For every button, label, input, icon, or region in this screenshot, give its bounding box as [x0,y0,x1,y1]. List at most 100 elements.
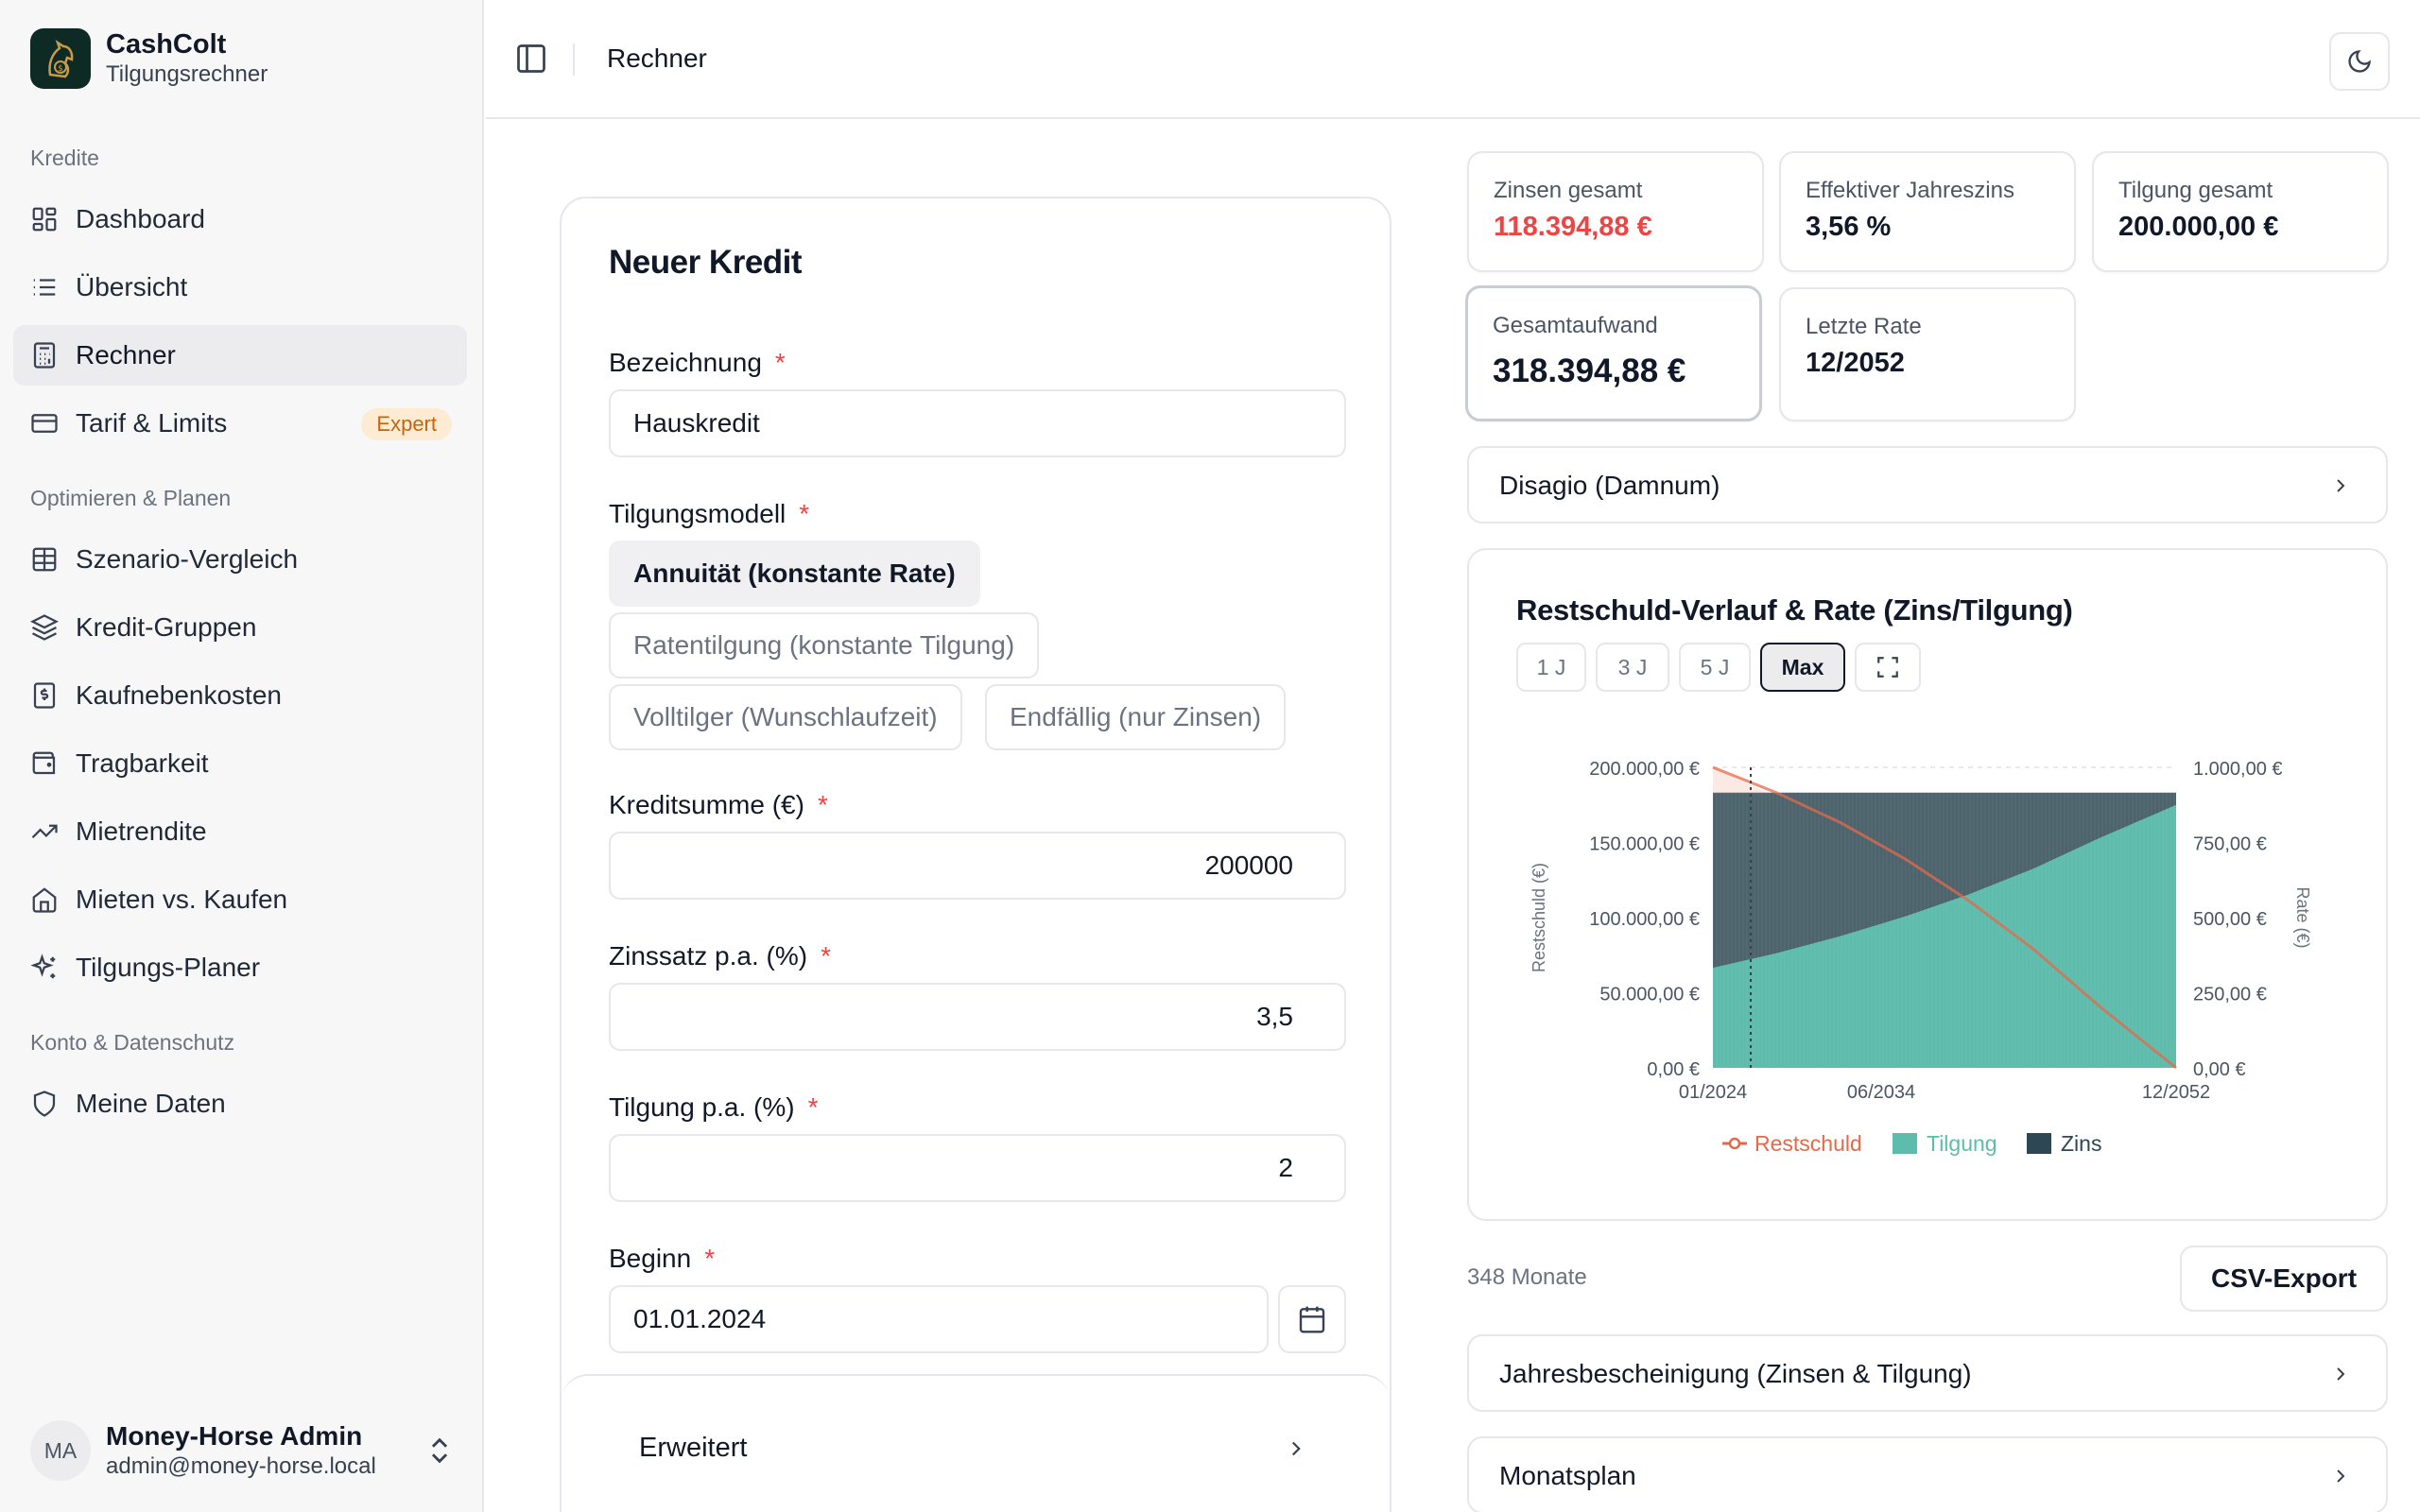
moon-icon [2348,50,2371,73]
legend-label-restschuld: Restschuld [1754,1131,1862,1156]
range-3j-button[interactable]: 3 J [1596,643,1669,692]
option-ratentilgung[interactable]: Ratentilgung (konstante Tilgung) [609,612,1040,679]
sidebar-item-label: Dashboard [76,204,205,233]
sidebar-item-label: Szenario-Vergleich [76,544,299,574]
stat-value: 12/2052 [1806,348,1905,378]
top-header: Rechner [486,0,2420,119]
x-tick-label: 01/2024 [1679,1082,1747,1103]
jahresbescheinigung-collapsible[interactable]: Jahresbescheinigung (Zinsen & Tilgung) [1467,1334,2388,1412]
y-right-tick-label: 0,00 € [2193,1059,2246,1080]
restschuld-start-fill [1713,767,1770,794]
sidebar-item-rechner[interactable]: Rechner [13,325,467,386]
user-email: admin@money-horse.local [106,1453,376,1479]
y-left-tick-label: 100.000,00 € [1589,909,1700,930]
bezeichnung-input[interactable]: Hauskredit [609,389,1346,457]
zinssatz-label: Zinssatz p.a. (%) * [609,941,831,971]
sidebar-item-label: Tragbarkeit [76,748,209,778]
sidebar-item-label: Mieten vs. Kaufen [76,885,288,914]
chevron-right-icon [2337,479,2345,492]
option-annuitaet[interactable]: Annuität (konstante Rate) [609,541,980,607]
date-picker-button[interactable] [1278,1285,1346,1353]
table-icon [32,547,57,572]
legend-swatch-tilgung [1893,1133,1917,1154]
stat-value: 118.394,88 € [1494,212,1652,242]
advanced-section[interactable]: Erweitert [562,1374,1390,1512]
disagio-collapsible[interactable]: Disagio (Damnum) [1467,446,2388,524]
tilgung-input[interactable]: 2 [609,1134,1346,1202]
required-mark: * [807,1092,819,1122]
horse-logo-icon: $ [30,28,91,89]
home-icon [32,887,57,913]
fullscreen-button[interactable] [1855,643,1921,692]
layers-icon [30,614,59,641]
trending-up-icon [31,824,58,839]
shield-icon [33,1091,56,1117]
advanced-label: Erweitert [639,1433,748,1463]
brand-name: CashColt [106,29,227,60]
legend-label-zins: Zins [2061,1131,2101,1156]
expert-badge: Expert [361,408,452,440]
sidebar-item-tarif[interactable]: Tarif & Limits Expert [13,393,467,454]
option-endfaellig[interactable]: Endfällig (nur Zinsen) [985,684,1287,750]
zinssatz-input[interactable]: 3,5 [609,983,1346,1051]
brand[interactable]: $ CashColt Tilgungsrechner [30,28,268,89]
monatsplan-collapsible[interactable]: Monatsplan [1467,1436,2388,1512]
monatsplan-label: Monatsplan [1499,1461,1636,1490]
sidebar-item-szenario[interactable]: Szenario-Vergleich [13,529,467,590]
nav-group-optimieren: Optimieren & Planen [30,486,232,510]
theme-toggle-button[interactable] [2329,32,2390,91]
restschuld-chart: 200.000,00 € 150.000,00 € 100.000,00 € 50.0… [1530,759,2312,1156]
range-5j-button[interactable]: 5 J [1679,643,1751,692]
required-mark: * [817,790,828,819]
sidebar-item-mietrendite[interactable]: Mietrendite [13,801,467,862]
sidebar-item-kaufnebenkosten[interactable]: Kaufnebenkosten [13,665,467,726]
new-credit-form: Neuer Kredit Bezeichnung * Hauskredit Til… [560,197,1392,1512]
svg-text:$: $ [58,64,63,74]
y-right-tick-label: 500,00 € [2193,909,2267,930]
y-left-tick-label: 0,00 € [1647,1059,1700,1080]
sidebar-item-label: Meine Daten [76,1089,226,1118]
sidebar-item-meine-daten[interactable]: Meine Daten [13,1074,467,1134]
chart-card: Restschuld-Verlauf & Rate (Zins/Tilgung)… [1467,548,2388,1221]
y-left-tick-label: 150.000,00 € [1589,834,1700,855]
sidebar-item-mieten-kaufen[interactable]: Mieten vs. Kaufen [13,869,467,930]
stat-label: Gesamtaufwand [1493,313,1658,338]
range-max-button[interactable]: Max [1760,643,1845,692]
chevron-right-icon [2337,1469,2345,1483]
calendar-icon [1299,1306,1325,1333]
calculator-icon [33,342,56,369]
sidebar-item-tragbarkeit[interactable]: Tragbarkeit [13,733,467,794]
sidebar-item-label: Tilgungs-Planer [76,953,261,982]
y-right-tick-label: 1.000,00 € [2193,759,2283,780]
chart-bars [1712,779,2176,1068]
sidebar-item-label: Kaufnebenkosten [76,680,282,710]
disagio-label: Disagio (Damnum) [1499,471,1720,500]
kreditsumme-label: Kreditsumme (€) * [609,790,828,819]
avatar: MA [30,1420,91,1481]
sidebar-item-tilgungs-planer[interactable]: Tilgungs-Planer [13,937,467,998]
kreditsumme-input[interactable]: 200000 [609,832,1346,900]
nav-group-kredite: Kredite [30,146,99,170]
sidebar-item-label: Tarif & Limits [76,408,228,438]
sparkles-icon [30,954,56,979]
sidebar-item-uebersicht[interactable]: Übersicht [13,257,467,318]
restschuld-line-path [1712,765,2177,1070]
chart-legend: Restschuld Tilgung Zins [1722,1131,2101,1156]
sidebar-item-label: Kredit-Gruppen [76,612,257,642]
user-menu[interactable]: MA Money-Horse Admin admin@money-horse.l… [30,1418,456,1484]
y-left-tick-label: 200.000,00 € [1589,759,1700,780]
sidebar-item-dashboard[interactable]: Dashboard [13,189,467,249]
nav-group-konto: Konto & Datenschutz [30,1030,235,1055]
brand-subtitle: Tilgungsrechner [106,61,268,87]
sidebar-item-kredit-gruppen[interactable]: Kredit-Gruppen [13,597,467,658]
y-right-tick-label: 750,00 € [2193,834,2267,855]
chevron-right-icon [1291,1441,1301,1456]
beginn-date-input[interactable]: 01.01.2024 [609,1285,1269,1353]
range-1j-button[interactable]: 1 J [1516,643,1586,692]
tilgung-label: Tilgung p.a. (%) * [609,1092,819,1122]
required-mark: * [799,499,810,528]
option-volltilger[interactable]: Volltilger (Wunschlaufzeit) [609,684,962,750]
required-mark: * [821,941,831,971]
sidebar-toggle-icon[interactable] [514,42,548,76]
csv-export-button[interactable]: CSV-Export [2180,1246,2388,1312]
